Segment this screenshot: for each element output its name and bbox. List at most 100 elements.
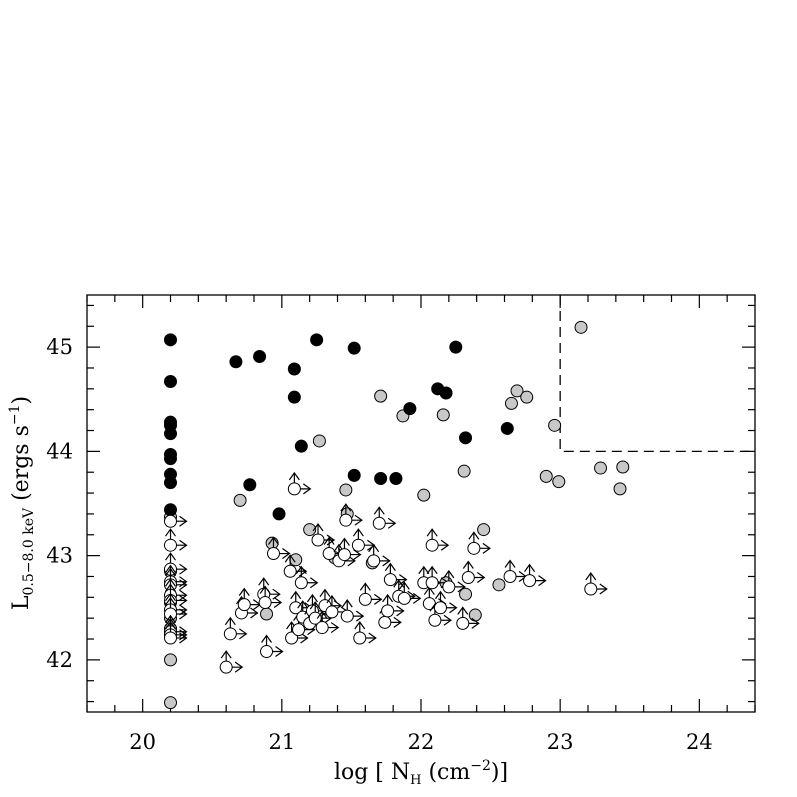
black-circle-marker xyxy=(229,355,243,369)
open-circle-marker xyxy=(351,538,365,552)
up-arrow-head xyxy=(165,504,176,513)
right-arrow-head xyxy=(387,517,397,529)
right-arrow-head xyxy=(443,614,452,626)
limit-point xyxy=(266,536,291,561)
gray-circle-marker xyxy=(233,493,247,507)
open-circle-marker xyxy=(422,597,436,611)
up-arrow-head xyxy=(316,610,328,619)
right-arrow-head xyxy=(238,628,248,640)
gray-circle-marker xyxy=(436,408,450,422)
open-circle-marker xyxy=(358,592,372,606)
limit-point xyxy=(164,596,188,621)
open-circle-marker xyxy=(378,615,392,629)
open-circle-marker xyxy=(381,604,395,618)
up-arrow-head xyxy=(309,601,321,610)
black-circle-marker xyxy=(403,402,417,416)
limit-point xyxy=(164,528,188,552)
open-circle-marker xyxy=(266,547,280,561)
right-arrow-head xyxy=(179,539,188,551)
up-arrow-head xyxy=(524,563,536,572)
up-arrow-head xyxy=(165,567,176,577)
gray-circle-marker xyxy=(164,696,177,710)
right-arrow-head xyxy=(399,574,408,586)
open-circle-marker xyxy=(311,533,325,547)
black-circle-marker xyxy=(389,471,403,485)
gray-circle-marker xyxy=(616,460,630,474)
limit-point xyxy=(164,504,188,528)
open-circle-marker xyxy=(285,631,299,645)
up-arrow-head xyxy=(457,606,469,615)
limit-point xyxy=(467,531,491,555)
open-circle-marker xyxy=(164,631,177,645)
right-arrow-head xyxy=(393,616,402,628)
up-arrow-head xyxy=(165,614,176,624)
right-arrow-head xyxy=(471,617,480,629)
black-circle-marker xyxy=(500,421,514,435)
open-circle-marker xyxy=(315,621,329,635)
data-points xyxy=(164,295,755,710)
right-arrow-head xyxy=(368,632,377,644)
limit-point xyxy=(461,560,486,585)
open-circle-marker xyxy=(428,613,442,627)
open-circle-marker xyxy=(397,591,411,605)
black-circle-marker xyxy=(287,390,301,404)
up-arrow-head xyxy=(368,543,380,553)
right-arrow-head xyxy=(234,661,244,673)
up-arrow-head xyxy=(220,650,232,659)
limit-point xyxy=(433,590,458,615)
up-arrow-head xyxy=(323,536,335,545)
up-arrow-head xyxy=(382,593,394,603)
gray-circle-marker xyxy=(289,553,303,567)
open-circle-marker xyxy=(337,548,351,562)
up-arrow-head xyxy=(468,531,480,540)
limit-point xyxy=(353,620,377,645)
up-arrow-head xyxy=(434,590,446,600)
limit-point xyxy=(315,610,340,635)
up-arrow-head xyxy=(306,593,318,603)
right-arrow-head xyxy=(354,514,363,526)
right-arrow-head xyxy=(179,515,188,527)
gray-circle-marker xyxy=(374,389,388,403)
y-tick-label: 43 xyxy=(46,544,73,568)
up-arrow-head xyxy=(341,599,353,608)
open-circle-marker xyxy=(425,538,439,552)
limit-point xyxy=(340,599,365,623)
right-arrow-head xyxy=(449,602,458,614)
open-circle-marker xyxy=(367,554,381,568)
black-circle-marker xyxy=(272,507,286,521)
black-circle-marker xyxy=(347,468,361,482)
limit-point xyxy=(337,537,362,562)
up-arrow-head xyxy=(165,617,176,627)
open-circle-marker xyxy=(289,601,303,615)
x-tick-label: 22 xyxy=(408,730,435,754)
limit-point xyxy=(456,606,480,630)
limit-point xyxy=(237,587,262,612)
open-circle-marker xyxy=(287,482,301,496)
up-arrow-head xyxy=(443,569,455,579)
right-arrow-head xyxy=(179,604,188,616)
up-arrow-head xyxy=(340,503,352,512)
up-arrow-head xyxy=(267,536,279,545)
limit-point xyxy=(523,563,547,588)
up-arrow-head xyxy=(462,560,474,569)
open-circle-marker xyxy=(353,631,367,645)
open-circle-marker xyxy=(433,601,447,615)
black-circle-marker xyxy=(374,471,388,485)
up-arrow-head xyxy=(384,562,396,571)
open-circle-marker xyxy=(164,538,177,552)
right-arrow-head xyxy=(355,610,365,622)
axis-ticks xyxy=(86,295,756,712)
open-circle-marker xyxy=(283,564,297,578)
black-circle-marker xyxy=(439,386,453,400)
limit-point xyxy=(503,559,528,583)
up-arrow-head xyxy=(261,634,273,643)
black-circle-marker xyxy=(164,476,177,490)
black-circle-marker xyxy=(253,350,267,364)
gray-circle-marker xyxy=(539,469,553,483)
right-arrow-head xyxy=(179,632,188,644)
up-arrow-head xyxy=(297,600,309,609)
dashed-region-boundary xyxy=(559,295,755,453)
right-arrow-head xyxy=(179,608,188,620)
gray-circle-marker xyxy=(457,464,471,478)
open-circle-marker xyxy=(584,582,598,596)
